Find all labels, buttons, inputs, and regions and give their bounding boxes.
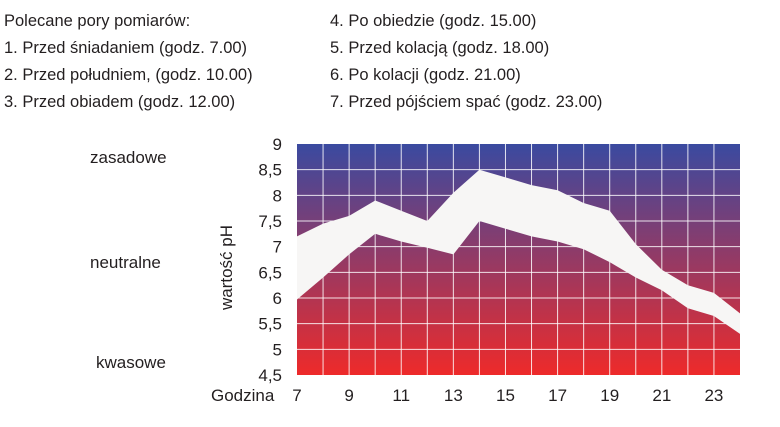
y-tick-label: 9 [273,135,282,154]
level-label-acidic: kwasowe [96,353,166,372]
x-tick-label: 13 [444,386,463,405]
y-tick-label: 4,5 [258,366,282,385]
y-tick-label: 7,5 [258,212,282,231]
x-tick-label: 11 [392,386,410,405]
y-tick-label: 8,5 [258,161,282,180]
measurement-time-4: 4. Po obiedzie (godz. 15.00) [330,12,537,30]
level-label-basic: zasadowe [90,148,167,167]
y-axis-label: wartość pH [217,225,236,311]
x-tick-label: 17 [548,386,567,405]
x-tick-label: 21 [652,386,671,405]
y-tick-label: 5 [273,340,282,359]
plot-background [297,144,740,375]
y-tick-label: 6 [273,289,282,308]
x-tick-label: 19 [600,386,619,405]
y-tick-label: 7 [273,238,282,257]
measurement-time-3: 3. Przed obiadem (godz. 12.00) [4,93,236,111]
measurement-time-2: 2. Przed południem, (godz. 10.00) [4,66,253,84]
x-tick-label: 9 [344,386,353,405]
measurement-time-5: 5. Przed kolacją (godz. 18.00) [330,39,550,57]
y-tick-label: 5,5 [258,315,282,334]
measurement-time-1: 1. Przed śniadaniem (godz. 7.00) [4,39,248,57]
x-tick-label: 23 [704,386,723,405]
x-axis-label: Godzina [211,386,275,405]
measurement-time-6: 6. Po kolacji (godz. 21.00) [330,66,521,84]
x-tick-label: 7 [292,386,301,405]
y-tick-labels: 4,5 5 5,5 6 6,5 7 7,5 8 8,5 9 [258,135,282,385]
y-tick-label: 8 [273,186,282,205]
y-tick-label: 6,5 [258,263,282,282]
x-tick-labels: 7 9 11 13 15 17 19 21 23 [292,386,723,405]
ph-range-band [297,169,740,334]
measurement-time-7: 7. Przed pójściem spać (godz. 23.00) [330,93,603,111]
measurement-times-heading: Polecane pory pomiarów: [4,12,191,30]
x-tick-label: 15 [496,386,515,405]
level-label-neutral: neutralne [90,253,161,272]
